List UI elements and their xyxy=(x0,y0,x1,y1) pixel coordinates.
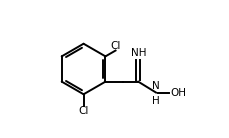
Text: Cl: Cl xyxy=(78,106,88,116)
Text: H: H xyxy=(151,96,159,106)
Text: NH: NH xyxy=(130,48,145,58)
Text: N: N xyxy=(151,81,159,91)
Text: OH: OH xyxy=(169,88,185,98)
Text: Cl: Cl xyxy=(110,41,120,51)
